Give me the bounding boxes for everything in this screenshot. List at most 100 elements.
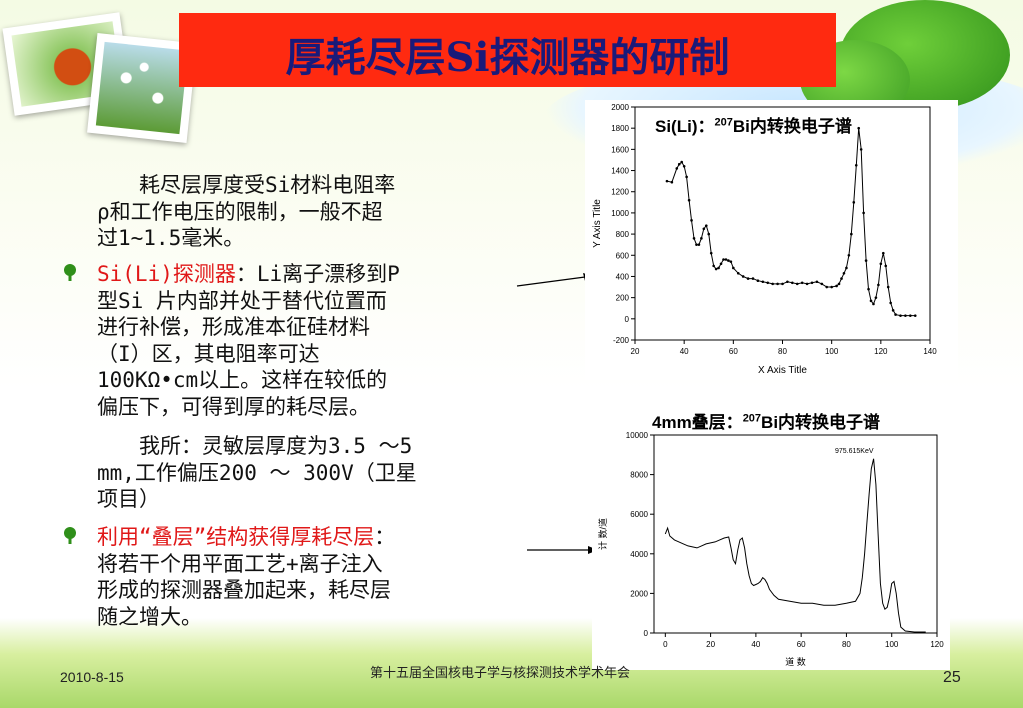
data-point	[884, 264, 888, 268]
tree-bullet-icon	[64, 264, 76, 281]
stacked-paragraph: 利用“叠层”结构获得厚耗尽层： 将若干个用平面工艺+离子注入 形成的探测器叠加起…	[97, 524, 527, 630]
data-point	[771, 282, 774, 286]
x-tick-label: 80	[778, 347, 787, 356]
data-point	[697, 243, 701, 246]
spectrum-series-line	[666, 128, 916, 317]
intro-line: 耗尽层厚度受Si材料电阻率	[139, 173, 396, 197]
data-point	[891, 309, 895, 312]
data-point	[904, 314, 907, 317]
data-point	[670, 180, 674, 184]
data-point	[732, 266, 735, 270]
data-point	[736, 271, 740, 275]
chart1-caption: Si(Li)：207Bi内转换电子谱	[655, 112, 852, 137]
y-tick-label: 400	[616, 272, 630, 281]
our-institute-paragraph: 我所：灵敏层厚度为3.5 ～5 mm,工作偏压200 ～ 300V（卫星 项目）	[97, 433, 517, 513]
stacked-line: 将若干个用平面工艺+离子注入	[97, 551, 383, 576]
tree-bullet-icon	[64, 527, 76, 544]
data-point	[727, 259, 730, 262]
peak-energy-annotation: 975.615KeV	[835, 448, 874, 455]
data-point	[680, 160, 684, 164]
stacked-line: ：	[374, 525, 396, 549]
x-tick-label: 140	[923, 347, 937, 356]
data-point	[850, 232, 853, 236]
data-point	[724, 258, 728, 261]
plot-frame	[653, 434, 938, 634]
data-point	[704, 224, 708, 227]
data-point	[830, 285, 833, 289]
data-point	[859, 148, 863, 151]
chart2-caption-prefix: 4mm叠层：	[652, 413, 743, 432]
intro-line: 过1~1.5毫米。	[97, 226, 245, 250]
x-tick-label: 0	[663, 640, 668, 649]
y-tick-label: 8000	[630, 471, 648, 480]
data-point	[717, 266, 720, 270]
chart1-caption-prefix: Si(Li)：	[655, 117, 715, 136]
data-point	[815, 280, 819, 284]
stacked-structure-label: 利用“叠层”结构获得厚耗尽层	[97, 525, 375, 549]
data-point	[913, 314, 917, 317]
data-point	[869, 299, 873, 303]
data-point	[874, 296, 878, 299]
stacked-spectrum-chart: 0 20 40 60 80 100 120 0 2000 4000 6000 8000 10000 道 数…	[592, 405, 950, 670]
footer-conference: 第十五届全国核电子学与核探测技术学术年会	[370, 665, 631, 680]
data-point	[867, 287, 870, 291]
data-point	[746, 277, 750, 280]
x-axis-label: 道 数	[785, 656, 806, 667]
x-tick-label: 60	[797, 640, 806, 649]
data-point	[864, 259, 868, 262]
data-point	[781, 282, 784, 286]
footer-page-number: 25	[943, 669, 961, 686]
data-point	[810, 281, 814, 285]
stacked-line: 随之增大。	[97, 604, 202, 629]
data-point	[899, 314, 902, 317]
slide-title: 厚耗尽层Si探测器的研制	[285, 34, 730, 81]
y-tick-label: 1000	[611, 209, 629, 218]
chart1-caption-suffix: Bi内转换电子谱	[732, 117, 852, 136]
siLi-line: 偏压下，可得到厚的耗尽层。	[97, 394, 370, 419]
plot-frame	[634, 106, 931, 341]
data-point	[685, 175, 688, 179]
y-tick-label: 1600	[611, 145, 629, 154]
data-point	[709, 251, 713, 255]
siLi-line: 型Si 片内部并处于替代位置而	[97, 288, 387, 313]
data-point	[837, 282, 841, 286]
data-point	[700, 237, 703, 240]
data-point	[842, 271, 846, 275]
siLi-spectrum-chart: 20 40 60 80 100 120 140 -200 0 200 400 600 800 1000 12…	[585, 100, 958, 380]
data-point	[845, 266, 848, 270]
data-point	[690, 219, 693, 222]
data-point	[805, 282, 809, 286]
data-point	[847, 253, 851, 257]
chart2-caption: 4mm叠层：207Bi内转换电子谱	[652, 408, 880, 433]
siLi-detector-label: Si(Li)探测器	[97, 262, 236, 286]
y-tick-label: 0	[644, 629, 649, 638]
siLi-line: （I）区，其电阻率可达	[97, 341, 320, 366]
y-tick-label: 4000	[630, 550, 648, 559]
data-point	[881, 251, 885, 255]
x-tick-label: 60	[729, 347, 738, 356]
footer-date: 2010-8-15	[60, 669, 124, 685]
x-axis-label: X Axis Title	[758, 365, 807, 376]
siLi-spectrum-svg: 20 40 60 80 100 120 140 -200 0 200 400 600 800 1000 12…	[592, 103, 937, 376]
data-point	[761, 280, 765, 284]
data-point	[894, 313, 897, 316]
data-point	[702, 227, 706, 231]
data-point	[840, 277, 843, 280]
arrow-to-chart2	[527, 546, 598, 554]
y-tick-label: -200	[613, 336, 630, 345]
data-point	[795, 282, 799, 286]
data-point	[800, 281, 804, 285]
data-point	[751, 277, 755, 280]
siLi-line: ：Li离子漂移到P	[235, 262, 400, 286]
data-point	[872, 302, 875, 306]
data-point	[889, 301, 892, 305]
data-point	[714, 267, 718, 271]
data-point	[692, 237, 696, 240]
data-point	[707, 232, 711, 236]
data-point	[675, 167, 679, 170]
data-point	[877, 283, 880, 287]
x-tick-label: 20	[631, 347, 640, 356]
intro-line: ρ和工作电压的限制，一般不超	[97, 199, 383, 224]
intro-paragraph: 耗尽层厚度受Si材料电阻率 ρ和工作电压的限制，一般不超 过1~1.5毫米。	[97, 172, 517, 252]
siLi-line: 进行补偿，形成准本征硅材料	[97, 315, 370, 339]
